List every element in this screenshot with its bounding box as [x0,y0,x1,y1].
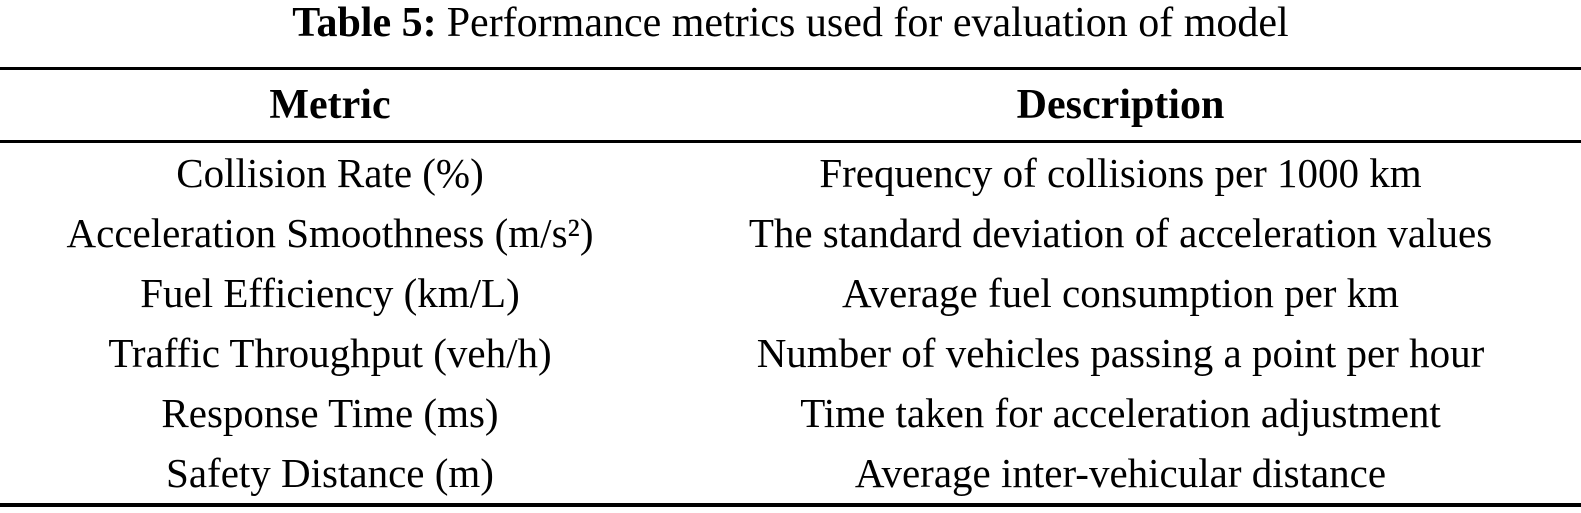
metric-cell: Safety Distance (m) [166,450,494,496]
column-header-metric: Metric [0,68,660,143]
metric-cell: Traffic Throughput (veh/h) [108,330,552,376]
caption-text: Performance metrics used for evaluation … [446,0,1289,46]
caption-label: Table 5: [292,0,437,46]
metric-cell: Collision Rate (%) [176,150,484,196]
table-row: Traffic Throughput (veh/h) Number of veh… [0,323,1581,383]
metric-cell: Fuel Efficiency (km/L) [140,270,520,316]
description-cell: Average fuel consumption per km [841,270,1400,316]
description-cell: The standard deviation of acceleration v… [748,210,1493,256]
performance-metrics-table: Metric Description Collision Rate (%) Fr… [0,67,1581,507]
table-row: Acceleration Smoothness (m/s²) The stand… [0,203,1581,263]
table-row: Safety Distance (m) Average inter-vehicu… [0,443,1581,505]
description-cell: Number of vehicles passing a point per h… [756,330,1485,376]
column-header-description: Description [660,68,1581,143]
table-header-row: Metric Description [0,68,1581,143]
table-row: Fuel Efficiency (km/L) Average fuel cons… [0,263,1581,323]
metric-cell: Acceleration Smoothness (m/s²) [66,210,594,256]
description-cell: Average inter-vehicular distance [854,450,1387,496]
table-row: Collision Rate (%) Frequency of collisio… [0,142,1581,204]
table-caption: Table 5: Performance metrics used for ev… [0,0,1581,67]
metric-cell: Response Time (ms) [161,390,499,436]
description-cell: Frequency of collisions per 1000 km [819,150,1422,196]
description-cell: Time taken for acceleration adjustment [800,390,1441,436]
table-row: Response Time (ms) Time taken for accele… [0,383,1581,443]
